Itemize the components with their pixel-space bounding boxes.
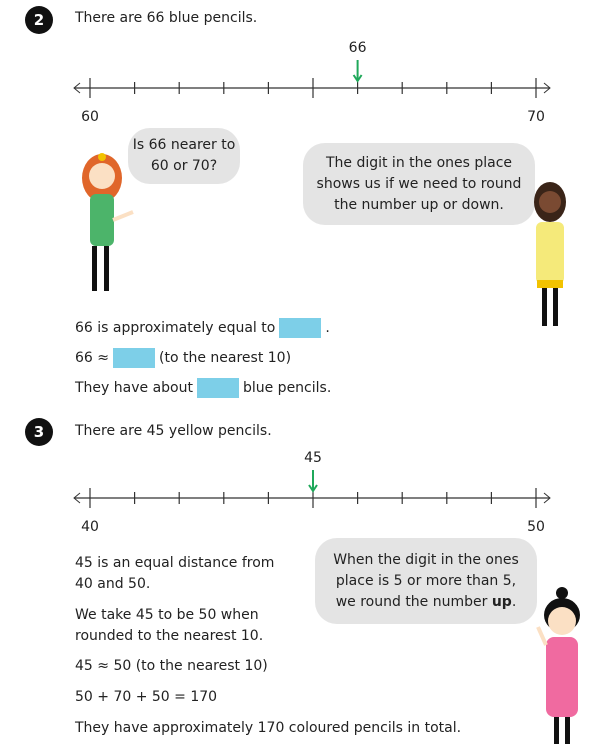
marker-arrowhead xyxy=(308,484,318,493)
left-arrowhead xyxy=(73,492,81,504)
q2-line2: 66 ≈ (to the nearest 10) xyxy=(75,348,291,368)
end-label: 50 xyxy=(527,519,545,535)
speech-bubble-round-up: When the digit in the ones place is 5 or… xyxy=(315,538,537,624)
text: blue pencils. xyxy=(242,380,332,396)
start-label: 60 xyxy=(81,109,99,125)
text: . xyxy=(325,320,330,336)
bold-text: up xyxy=(491,593,512,610)
q3-p3: 45 ≈ 50 (to the nearest 10) xyxy=(75,658,268,674)
text: 66 is approximately equal to xyxy=(75,320,276,336)
answer-box[interactable] xyxy=(279,318,322,338)
right-arrowhead xyxy=(543,82,551,94)
text: They have about xyxy=(75,380,193,396)
number-line-60-70: 66 60 70 xyxy=(73,40,551,125)
left-arrowhead xyxy=(73,82,81,94)
girl-speech-bubble: Is 66 nearer to 60 or 70? xyxy=(128,128,240,184)
end-label: 70 xyxy=(527,109,545,125)
q3-p4: 50 + 70 + 50 = 170 xyxy=(75,689,218,705)
q3-p2: We take 45 to be 50 when rounded to the … xyxy=(75,607,264,644)
text: When the digit in the ones place is 5 or… xyxy=(333,551,519,610)
answer-box[interactable] xyxy=(113,348,155,368)
girl-pink-dress-illustration xyxy=(536,587,580,744)
question-number-3: 3 xyxy=(25,418,53,446)
q2-line3: They have about blue pencils. xyxy=(75,378,331,398)
girl-yellow-dress-illustration xyxy=(534,182,566,326)
q3-title: There are 45 yellow pencils. xyxy=(75,423,272,439)
number-line-40-50: 45 40 50 xyxy=(73,450,551,535)
right-speech-bubble: The digit in the ones place shows us if … xyxy=(303,143,535,225)
girl-red-hair-illustration xyxy=(82,153,134,291)
text: . xyxy=(511,593,517,610)
text: 66 ≈ xyxy=(75,350,109,366)
marked-label: 45 xyxy=(304,450,322,466)
start-label: 40 xyxy=(81,519,99,535)
q3-p5: They have approximately 170 coloured pen… xyxy=(75,720,462,736)
q2-line1: 66 is approximately equal to. xyxy=(75,318,330,338)
marked-label: 66 xyxy=(349,40,367,56)
q2-title: There are 66 blue pencils. xyxy=(75,10,258,26)
right-arrowhead xyxy=(543,492,551,504)
answer-box[interactable] xyxy=(196,378,239,398)
q3-p1: 45 is an equal distance from 40 and 50. xyxy=(75,555,275,592)
marker-arrowhead xyxy=(352,74,363,83)
question-number-2: 2 xyxy=(25,6,53,34)
text: (to the nearest 10) xyxy=(159,350,292,366)
